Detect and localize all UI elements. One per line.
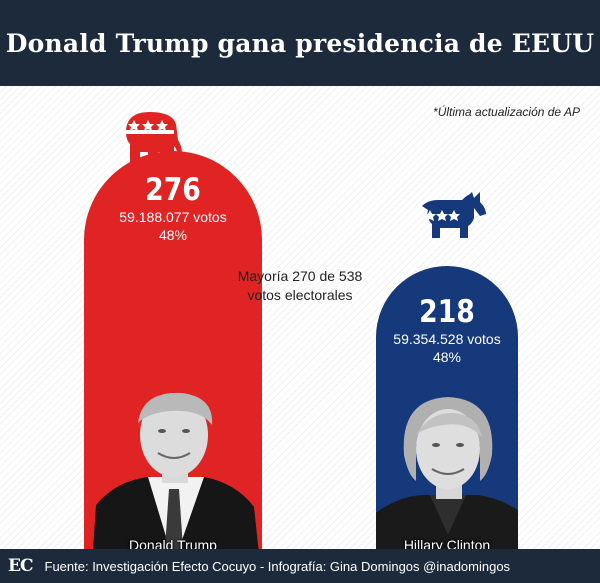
percentage-trump: 48% [158, 227, 188, 243]
bar-clinton: 218 59.354.528 votos 48% Hillary Clinton [376, 266, 518, 549]
bar-trump: 276 59.188.077 votos 48% Donald Trump [84, 151, 262, 549]
majority-label: Mayoría 270 de 538 votos electorales [218, 267, 382, 305]
electoral-votes-clinton: 218 [419, 294, 475, 330]
popular-votes-trump: 59.188.077 votos [119, 209, 227, 225]
candidate-name-clinton: Hillary Clinton [403, 537, 491, 549]
efecto-cocuyo-logo: EC [8, 556, 33, 576]
update-note: *Última actualización de AP [433, 105, 580, 119]
percentage-clinton: 48% [432, 349, 462, 365]
clinton-portrait [376, 397, 518, 549]
majority-line-2: votos electorales [247, 287, 353, 303]
electoral-votes-trump: 276 [145, 172, 201, 208]
infographic-area: *Última actualización de AP 276 59.188.0… [0, 86, 600, 549]
page-title: Donald Trump gana presidencia de EEUU [5, 28, 595, 58]
source-credit: Fuente: Investigación Efecto Cocuyo - In… [44, 558, 511, 574]
candidate-name-trump: Donald Trump [129, 537, 217, 549]
democrat-donkey-icon [422, 192, 486, 238]
republican-elephant-icon [126, 112, 182, 162]
logo-text: EC [8, 556, 33, 576]
majority-line-1: Mayoría 270 de 538 [237, 268, 363, 284]
popular-votes-clinton: 59.354.528 votos [393, 331, 501, 347]
footer-bar: EC Fuente: Investigación Efecto Cocuyo -… [0, 549, 600, 583]
header-bar: Donald Trump gana presidencia de EEUU [0, 0, 600, 86]
trump-portrait [92, 392, 259, 549]
